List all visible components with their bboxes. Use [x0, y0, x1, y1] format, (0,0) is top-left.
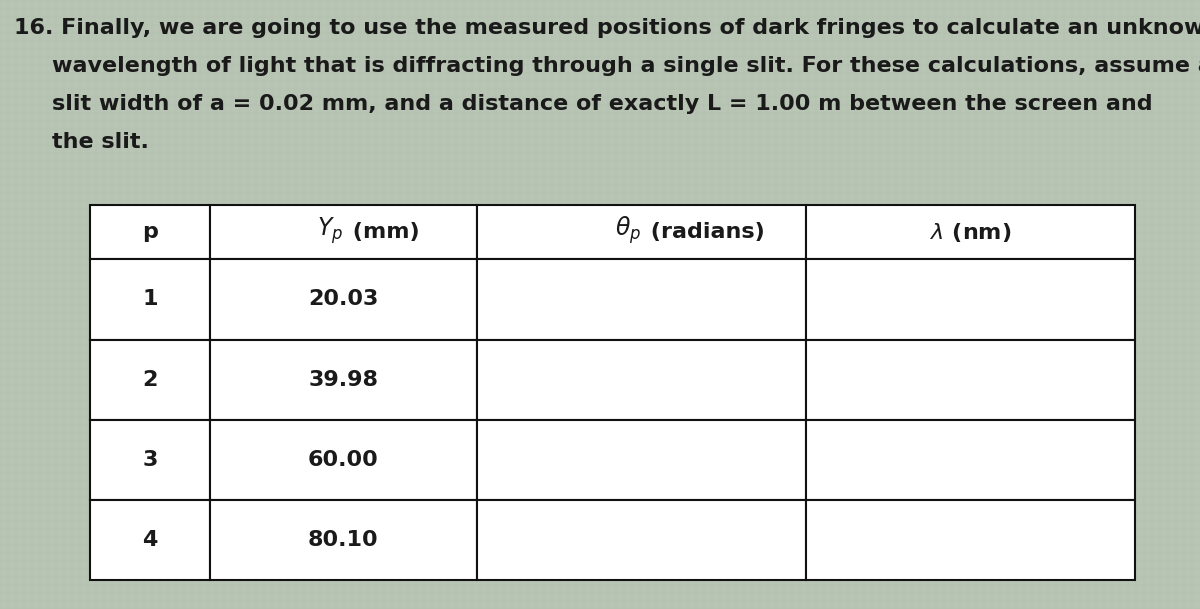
- Bar: [210, 205, 476, 259]
- Text: 1: 1: [143, 289, 158, 309]
- Bar: [210, 500, 476, 580]
- Bar: [806, 420, 1135, 500]
- Text: 20.03: 20.03: [308, 289, 379, 309]
- Bar: [806, 340, 1135, 420]
- Text: $\lambda$ (nm): $\lambda$ (nm): [930, 220, 1012, 244]
- Text: 39.98: 39.98: [308, 370, 378, 390]
- Text: 80.10: 80.10: [308, 530, 379, 550]
- Text: 16. Finally, we are going to use the measured positions of dark fringes to calcu: 16. Finally, we are going to use the mea…: [14, 18, 1200, 38]
- Bar: [210, 259, 476, 340]
- Bar: [476, 205, 806, 259]
- Text: (radians): (radians): [643, 222, 764, 242]
- Text: wavelength of light that is diffracting through a single slit. For these calcula: wavelength of light that is diffracting …: [52, 56, 1200, 76]
- Bar: [476, 420, 806, 500]
- Bar: [210, 420, 476, 500]
- Text: 4: 4: [143, 530, 157, 550]
- Bar: [90, 340, 210, 420]
- Bar: [476, 500, 806, 580]
- Bar: [90, 259, 210, 340]
- Text: slit width of a = 0.02 mm, and a distance of exactly L = 1.00 m between the scre: slit width of a = 0.02 mm, and a distanc…: [52, 94, 1153, 114]
- Text: p: p: [142, 222, 158, 242]
- Bar: [90, 420, 210, 500]
- Text: (mm): (mm): [346, 222, 420, 242]
- Text: 3: 3: [143, 450, 157, 470]
- Text: $Y_p$: $Y_p$: [317, 215, 343, 245]
- Bar: [806, 205, 1135, 259]
- Text: 2: 2: [143, 370, 157, 390]
- Bar: [806, 259, 1135, 340]
- Bar: [90, 500, 210, 580]
- Text: $\theta_p$: $\theta_p$: [616, 214, 641, 246]
- Text: 60.00: 60.00: [308, 450, 379, 470]
- Bar: [90, 205, 210, 259]
- Bar: [476, 340, 806, 420]
- Bar: [210, 340, 476, 420]
- Text: the slit.: the slit.: [52, 132, 149, 152]
- Bar: [806, 500, 1135, 580]
- Bar: [476, 259, 806, 340]
